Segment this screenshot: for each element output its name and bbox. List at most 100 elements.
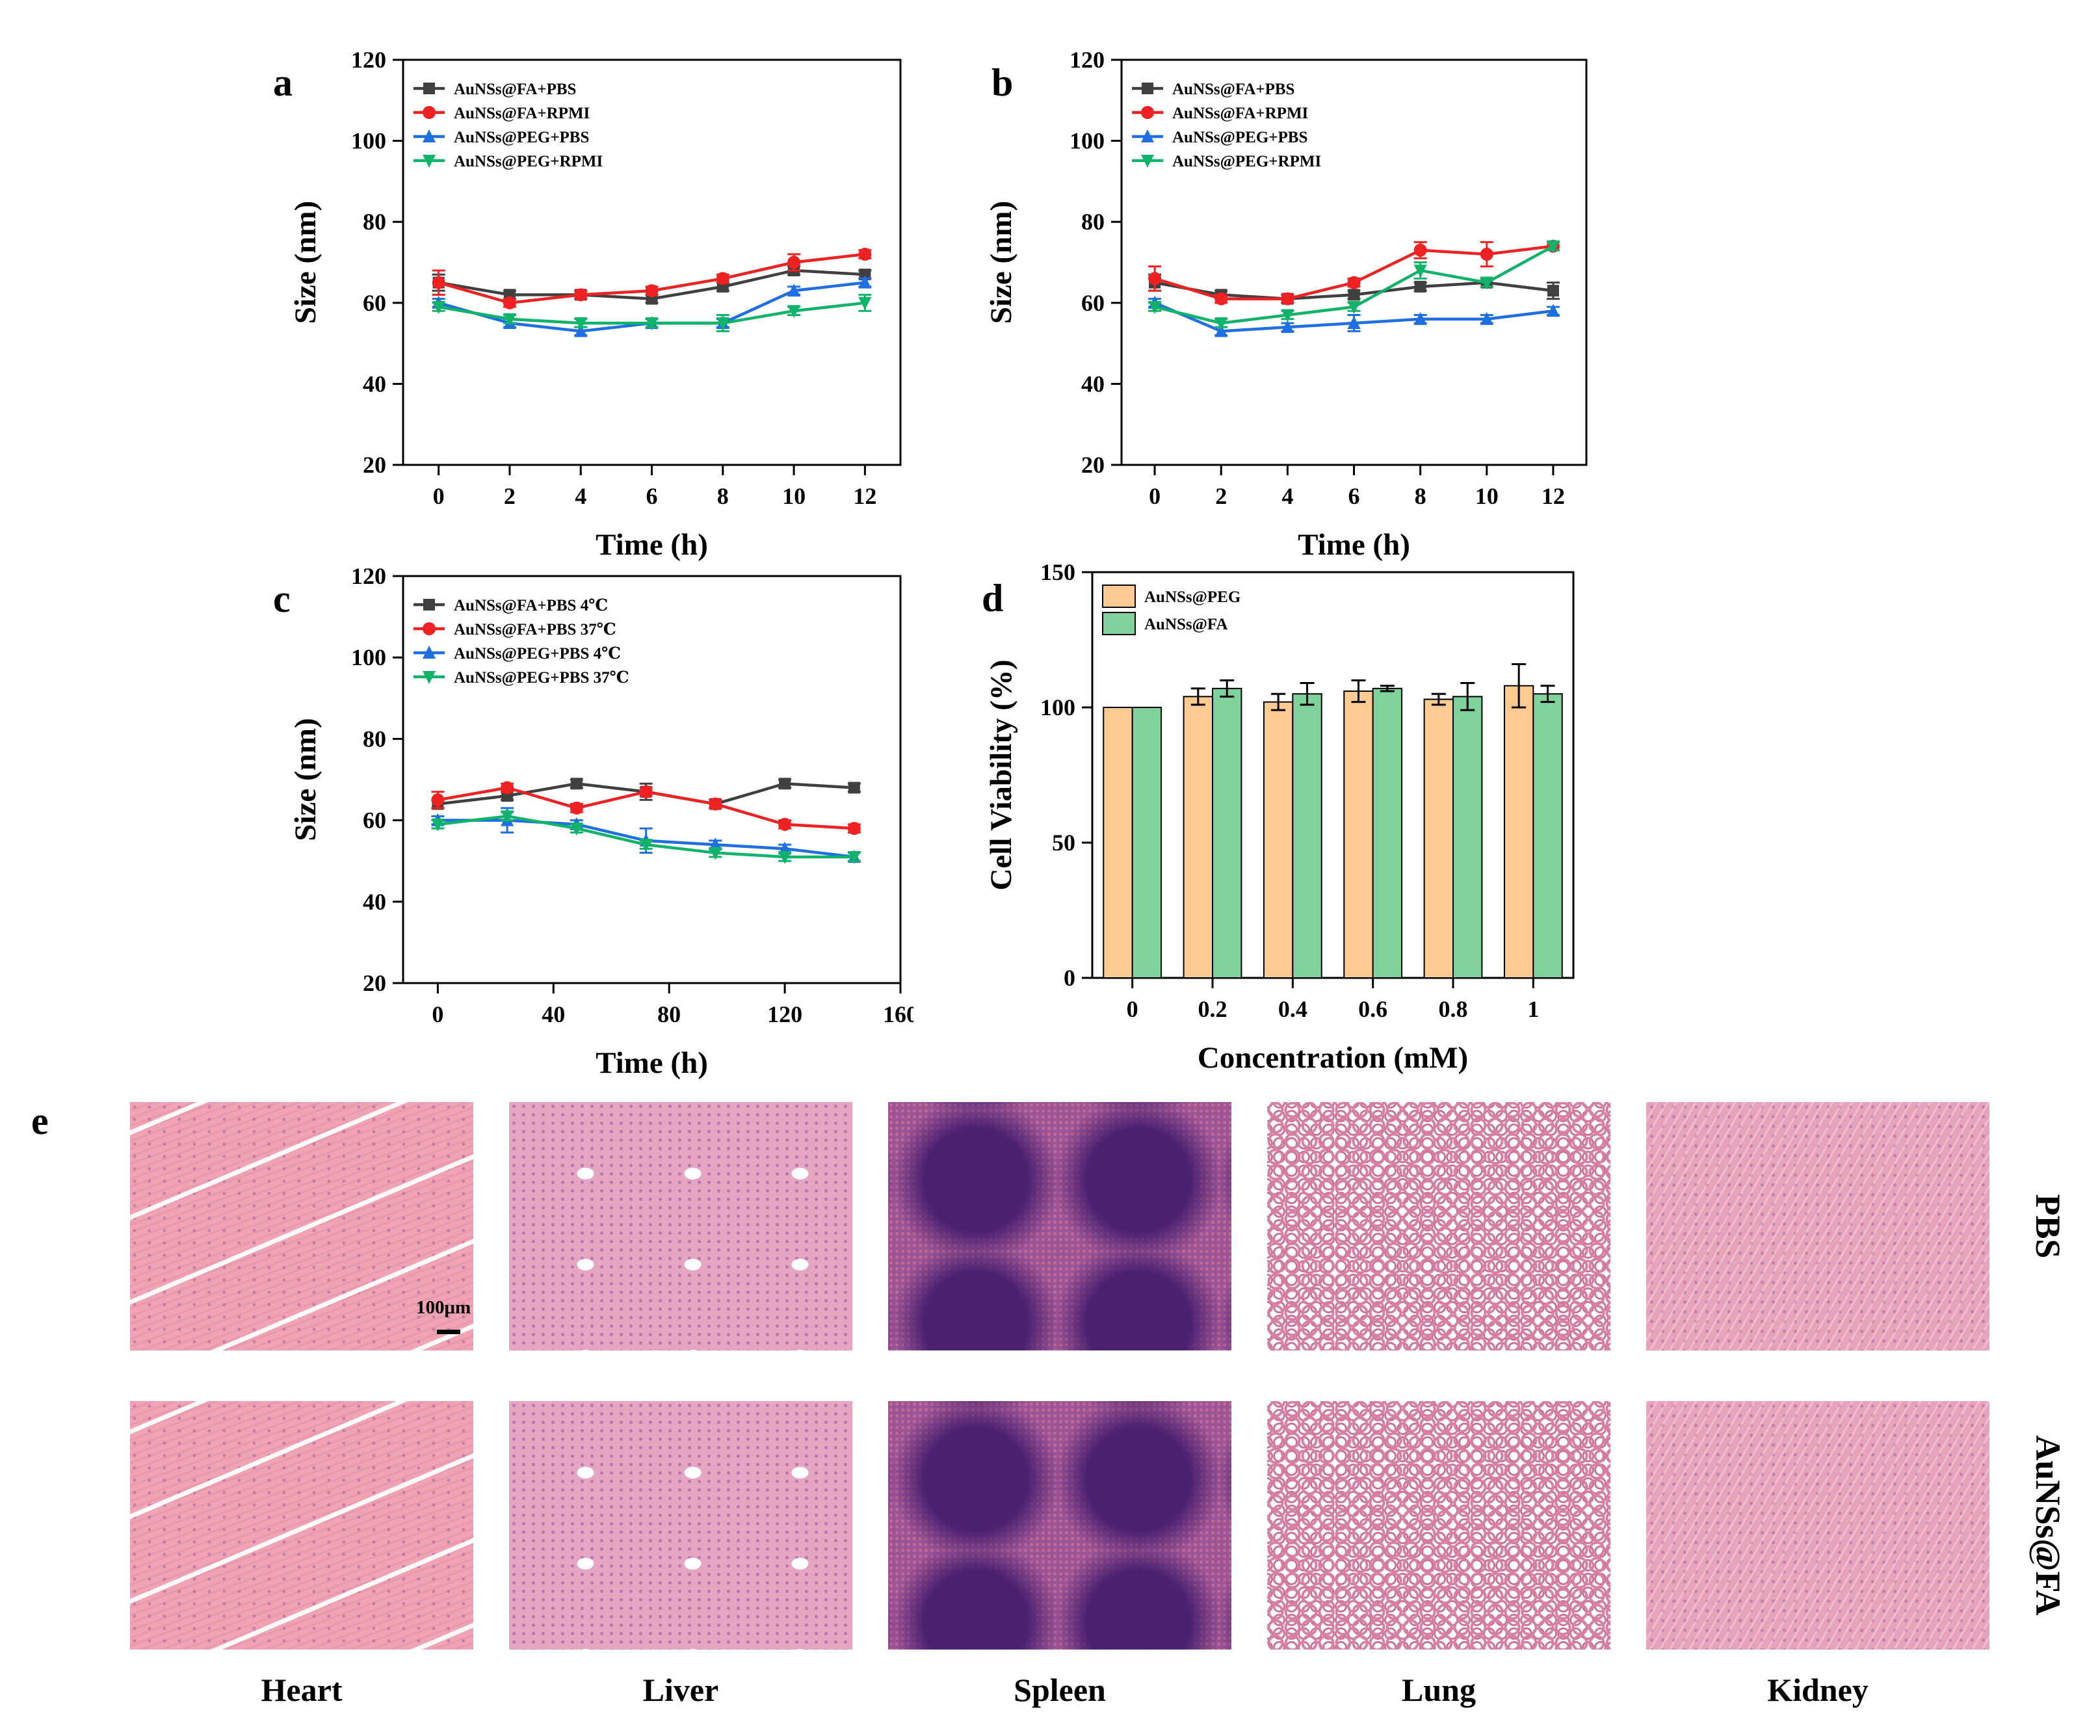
y-tick-label-d-100: 100 [1040, 694, 1075, 720]
bar-d-aunss-peg-5 [1503, 685, 1534, 979]
bar-d-aunss-peg-4 [1423, 698, 1454, 979]
bar-d-aunss-peg-3 [1343, 690, 1374, 979]
legend-marker-c-2 [423, 646, 436, 659]
data-point-b-3-6 [1546, 240, 1560, 254]
legend-label-b-3: AuNSs@PEG+RPMI [1172, 153, 1321, 170]
legend-marker-b-1 [1141, 106, 1154, 119]
data-point-a-1-2 [574, 288, 588, 302]
x-tick-label-c-40: 40 [542, 1001, 565, 1027]
legend-label-a-1: AuNSs@FA+RPMI [454, 105, 590, 122]
data-point-c-0-2 [570, 778, 583, 790]
x-axis-title-d: Concentration (mM) [1198, 1041, 1468, 1075]
data-point-b-3-4 [1413, 264, 1427, 278]
panel-letter-d: d [982, 577, 1003, 620]
legend-label-c-1: AuNSs@FA+PBS 37℃ [454, 621, 616, 638]
data-point-b-2-1 [1214, 324, 1228, 337]
series-b-aunss-peg-pbs [1148, 295, 1560, 337]
series-b-aunss-peg-rpmi [1148, 240, 1560, 330]
data-point-c-3-5 [778, 850, 792, 864]
data-point-c-1-4 [709, 797, 722, 811]
legend-label-a-2: AuNSs@PEG+PBS [454, 129, 589, 146]
y-tick-label-b-120: 120 [1070, 47, 1105, 73]
data-point-a-3-6 [858, 296, 872, 310]
y-tick-label-a-20: 20 [363, 452, 386, 478]
legend-swatch-d-1 [1102, 612, 1136, 635]
x-tick-label-b-4: 4 [1281, 483, 1293, 509]
data-point-c-3-1 [501, 810, 514, 824]
series-c-aunss-peg-pbs-37 [431, 810, 861, 864]
x-tick-label-d-2: 0.4 [1278, 996, 1307, 1022]
x-axis-title-c: Time (h) [596, 1046, 708, 1080]
x-tick-label-d-3: 0.6 [1358, 996, 1387, 1022]
chart-a: 20 40 60 80 100 120 0 2 4 6 8 10 12 Time (h) Size (nm)… [273, 47, 902, 562]
x-tick-label-a-0: 0 [433, 483, 445, 509]
data-point-b-2-3 [1347, 315, 1361, 329]
x-tick-label-a-8: 8 [717, 483, 729, 509]
data-point-c-3-4 [709, 847, 722, 860]
y-tick-label-d-50: 50 [1052, 830, 1075, 856]
x-tick-label-d-5: 1 [1527, 996, 1539, 1022]
y-axis-title-c: Size (nm) [289, 718, 322, 841]
y-tick-label-c-60: 60 [363, 808, 386, 834]
data-point-c-3-3 [639, 839, 653, 852]
x-tick-label-d-1: 0.2 [1198, 996, 1227, 1022]
bar-d-aunss-fa-5 [1532, 693, 1563, 979]
data-point-c-1-0 [431, 793, 445, 807]
chart-b: 20 40 60 80 100 120 0 2 4 6 8 10 12 Time (h) Size (nm)… [984, 47, 1588, 562]
row-label-pbs-text: PBS [2028, 1194, 2067, 1259]
bar-d-aunss-fa-1 [1212, 687, 1242, 979]
x-tick-label-c-80: 80 [657, 1001, 681, 1027]
legend-label-c-0: AuNSs@FA+PBS 4℃ [454, 597, 608, 614]
bar-d-aunss-fa-3 [1372, 687, 1403, 979]
bar-d-aunss-peg-0 [1103, 707, 1133, 979]
y-tick-label-d-150: 150 [1040, 559, 1075, 585]
scale-bar-label: 100μm [416, 1297, 471, 1318]
data-point-b-1-1 [1214, 292, 1228, 306]
plot-frame-d [1091, 571, 1575, 979]
data-point-c-1-5 [778, 817, 792, 831]
data-point-a-3-5 [787, 305, 801, 319]
x-tick-label-a-10: 10 [782, 483, 806, 509]
data-point-b-0-6 [1547, 285, 1559, 297]
plot-frame-c [402, 575, 902, 984]
data-point-a-1-3 [645, 284, 659, 298]
y-tick-label-d-0: 0 [1064, 965, 1075, 991]
y-tick-label-c-100: 100 [351, 644, 386, 670]
data-point-a-2-6 [858, 275, 872, 289]
x-axis-title-b: Time (h) [1298, 528, 1410, 562]
chart-d: 0 50 100 150 0 0.2 0.4 0.6 0.8 1 Concentration (mM… [982, 559, 1575, 1075]
lung-pbs-image [1267, 1102, 1610, 1350]
y-tick-label-c-20: 20 [363, 970, 386, 996]
data-point-b-3-5 [1480, 276, 1493, 290]
x-tick-label-b-2: 2 [1215, 483, 1227, 509]
data-point-c-1-3 [639, 785, 653, 798]
panel-letter-c: c [273, 577, 291, 620]
x-tick-label-d-4: 0.8 [1439, 996, 1468, 1022]
y-tick-label-b-60: 60 [1081, 290, 1105, 316]
heart-pbs-image [130, 1102, 473, 1350]
y-tick-label-c-120: 120 [351, 563, 386, 589]
legend-label-b-1: AuNSs@FA+RPMI [1172, 105, 1308, 122]
x-tick-label-b-0: 0 [1149, 483, 1161, 509]
data-point-a-1-6 [858, 248, 872, 261]
spleen-aunss-fa-image [888, 1401, 1231, 1650]
data-point-a-1-4 [716, 272, 729, 285]
legend-marker-b-2 [1141, 129, 1154, 142]
data-point-b-1-5 [1480, 248, 1493, 261]
x-tick-label-c-160: 160 [883, 1001, 913, 1027]
data-point-c-3-0 [431, 818, 445, 832]
data-point-c-0-6 [848, 782, 860, 794]
y-axis-title-d: Cell Viability (%) [984, 659, 1018, 890]
data-point-c-1-6 [847, 822, 861, 835]
legend-marker-b-0 [1142, 83, 1153, 94]
x-tick-label-d-0: 0 [1127, 996, 1138, 1022]
x-tick-label-b-10: 10 [1475, 483, 1499, 509]
organ-label-kidney: Kidney [1767, 1672, 1869, 1708]
data-point-b-1-2 [1281, 292, 1294, 306]
bar-d-aunss-peg-1 [1183, 696, 1214, 979]
data-point-a-1-1 [503, 296, 516, 309]
data-point-a-3-4 [716, 317, 729, 330]
y-tick-label-a-40: 40 [363, 371, 386, 397]
bar-d-aunss-fa-4 [1452, 696, 1483, 979]
legend-label-a-3: AuNSs@PEG+RPMI [454, 153, 603, 170]
